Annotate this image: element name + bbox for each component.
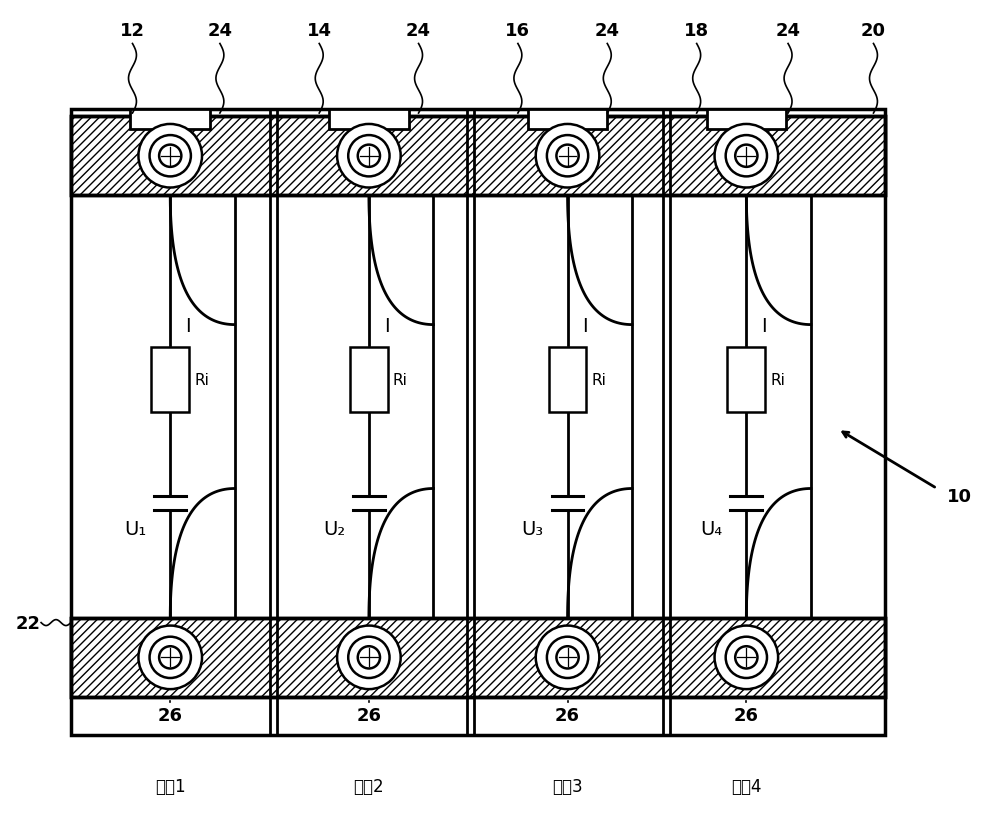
Bar [707,110,786,130]
Text: I: I [384,316,390,335]
Bar [528,110,607,130]
Text: 26: 26 [356,706,381,724]
Circle shape [138,626,202,689]
Text: 14: 14 [307,22,332,40]
Circle shape [556,647,579,669]
Text: U₁: U₁ [124,519,147,538]
Bar [71,117,885,196]
Circle shape [726,136,767,177]
Circle shape [715,125,778,189]
Text: 22: 22 [16,614,41,632]
Text: Ri: Ri [194,372,209,387]
Text: 18: 18 [684,22,709,40]
Text: 10: 10 [947,488,972,506]
Circle shape [348,136,390,177]
Text: Ri: Ri [393,372,408,387]
Text: 12: 12 [120,22,145,40]
Text: 24: 24 [595,22,620,40]
Bar [727,347,765,412]
Bar [71,618,885,697]
Circle shape [150,136,191,177]
Text: 单䕓2: 单䕓2 [354,777,384,796]
Circle shape [735,647,757,669]
Bar [130,110,210,130]
Circle shape [159,647,181,669]
Text: I: I [583,316,588,335]
Text: Ri: Ri [770,372,785,387]
Text: 单䕓1: 单䕓1 [155,777,186,796]
Circle shape [138,125,202,189]
Text: 26: 26 [734,706,759,724]
Text: U₄: U₄ [701,519,723,538]
Bar [350,347,388,412]
Circle shape [358,647,380,669]
Text: I: I [761,316,767,335]
Circle shape [715,626,778,689]
Circle shape [348,637,390,678]
Circle shape [556,146,579,168]
Text: 26: 26 [555,706,580,724]
Text: 24: 24 [406,22,431,40]
Text: 24: 24 [776,22,801,40]
Circle shape [337,125,401,189]
Circle shape [536,626,599,689]
Circle shape [337,626,401,689]
Bar [329,110,409,130]
Text: 16: 16 [505,22,530,40]
Text: 20: 20 [861,22,886,40]
Bar [549,347,586,412]
Text: U₃: U₃ [522,519,544,538]
Bar [71,618,885,697]
Text: 单䕓4: 单䕓4 [731,777,762,796]
Circle shape [159,146,181,168]
Text: 单䕓3: 单䕓3 [552,777,583,796]
Bar [71,117,885,196]
Text: Ri: Ri [591,372,606,387]
Text: 26: 26 [158,706,183,724]
Text: 24: 24 [207,22,232,40]
Circle shape [547,136,588,177]
Text: U₂: U₂ [323,519,345,538]
Bar [151,347,189,412]
Circle shape [150,637,191,678]
Circle shape [735,146,757,168]
Circle shape [547,637,588,678]
Text: I: I [185,316,191,335]
Circle shape [726,637,767,678]
Bar [71,110,885,735]
Circle shape [536,125,599,189]
Circle shape [358,146,380,168]
